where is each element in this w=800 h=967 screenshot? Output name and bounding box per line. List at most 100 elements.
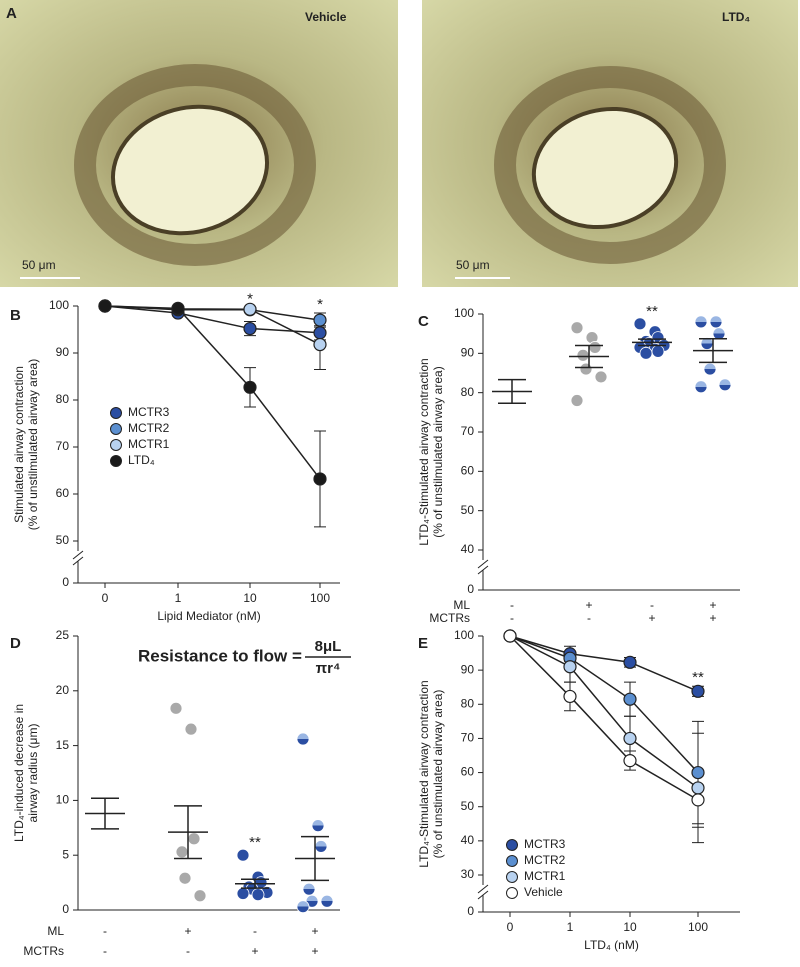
y-axis-label: LTD₄-induced decrease in [12, 704, 26, 842]
series-line [509, 635, 699, 774]
y-tick-label: 50 [461, 503, 475, 517]
series-line [509, 635, 699, 789]
marker [98, 299, 112, 313]
marker [623, 731, 637, 746]
chart-title: Resistance to flow = [138, 646, 302, 665]
series-line [104, 305, 321, 334]
marker [563, 660, 577, 674]
data-point [651, 344, 665, 358]
marker [563, 689, 577, 704]
legend-marker [506, 871, 518, 883]
legend-label: LTD₄ [128, 453, 155, 467]
micrograph-vehicle [0, 0, 398, 287]
marker [243, 302, 257, 316]
y-tick-label: 100 [454, 306, 474, 320]
y-tick-label: 15 [56, 738, 70, 752]
row-value: + [648, 611, 655, 625]
series-line [509, 635, 699, 801]
y-tick-label: 80 [461, 385, 475, 399]
image-label: Vehicle [305, 10, 347, 24]
marker [171, 301, 185, 315]
y-tick-label: 80 [56, 392, 70, 406]
data-point [314, 840, 328, 853]
data-point [594, 370, 608, 384]
data-point [639, 346, 653, 360]
y-tick-label: 0 [62, 902, 69, 916]
data-point [236, 848, 250, 862]
y-tick-label: 5 [62, 847, 69, 861]
scale-bar-label: 50 μm [456, 258, 490, 272]
legend-label: MCTR1 [128, 437, 170, 451]
y-axis-label: LTD₄-Stimulated airway contraction [417, 358, 431, 545]
row-value: - [510, 611, 514, 625]
row-value: + [311, 944, 318, 958]
data-point [296, 732, 310, 746]
sem-bar [241, 878, 269, 889]
annotation: ** [249, 834, 261, 851]
series-line [509, 635, 699, 693]
legend-marker [506, 839, 518, 851]
annotation: * [247, 290, 253, 307]
marker [313, 326, 327, 340]
data-point [187, 832, 201, 846]
y-axis-label: airway radius (μm) [26, 724, 40, 823]
y-axis-label: LTD₄-Stimulated airway contraction [417, 680, 431, 867]
data-point [633, 317, 647, 331]
marker [623, 655, 637, 669]
y-tick-label: 70 [461, 424, 475, 438]
row-value: - [587, 611, 591, 625]
row-value: - [103, 944, 107, 958]
legend-label: MCTR3 [524, 837, 566, 851]
marker [313, 472, 327, 486]
row-value: + [251, 944, 258, 958]
x-tick-label: 100 [688, 920, 708, 934]
panel-letter: A [6, 5, 17, 22]
x-tick-label: 100 [310, 591, 330, 605]
annotation: ** [692, 669, 704, 686]
marker [691, 793, 705, 807]
marker [313, 337, 327, 352]
sem-bar [91, 797, 119, 830]
row-value: + [709, 598, 716, 612]
marker [623, 754, 637, 768]
x-tick-label: 10 [623, 920, 637, 934]
legend-marker [110, 423, 122, 435]
legend-marker [110, 407, 122, 419]
y-tick-label: 0 [467, 582, 474, 596]
row-value: + [709, 611, 716, 625]
data-point [178, 871, 192, 885]
marker [243, 380, 257, 394]
sem-bar [498, 378, 526, 405]
panel-letter: E [418, 635, 428, 652]
y-tick-label: 80 [461, 696, 475, 710]
data-point [694, 315, 708, 329]
legend-marker [110, 439, 122, 451]
sem-bar [301, 835, 329, 882]
marker [691, 684, 705, 698]
annotation: * [317, 296, 323, 313]
annotation: ** [646, 303, 658, 320]
y-tick-label: 60 [56, 486, 70, 500]
series-line [104, 305, 321, 321]
x-tick-label: 1 [567, 920, 574, 934]
data-point [311, 819, 325, 833]
axis-break [477, 559, 489, 569]
panel-letter: C [418, 313, 429, 330]
marker [691, 765, 705, 780]
row-value: - [186, 944, 190, 958]
legend-label: MCTR3 [128, 405, 170, 419]
y-axis-label: (% of unstilmulated airway area) [431, 366, 445, 537]
x-tick-label: 10 [243, 591, 257, 605]
y-tick-label: 100 [49, 298, 69, 312]
title-numerator: 8μL [315, 638, 342, 655]
data-point [576, 348, 590, 362]
row-value: + [311, 924, 318, 938]
legend-label: Vehicle [524, 885, 563, 899]
data-point [169, 701, 183, 715]
marker [243, 321, 257, 336]
row-value: + [184, 924, 191, 938]
row-value: - [510, 598, 514, 612]
row-label: MCTRs [429, 611, 470, 625]
y-tick-label: 90 [461, 346, 475, 360]
